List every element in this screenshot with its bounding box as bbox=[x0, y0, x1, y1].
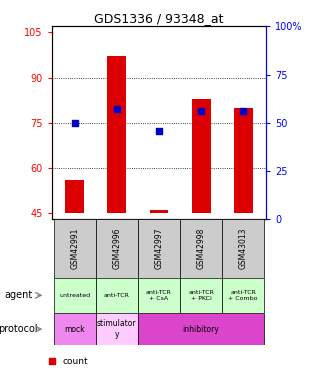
Text: stimulator
y: stimulator y bbox=[97, 320, 137, 339]
Bar bbox=[138, 278, 180, 313]
Bar bbox=[54, 219, 96, 278]
Bar bbox=[96, 313, 138, 345]
Bar bbox=[234, 108, 253, 213]
Point bbox=[72, 120, 78, 126]
Point bbox=[157, 128, 162, 134]
Text: mock: mock bbox=[65, 324, 85, 334]
Text: inhibitory: inhibitory bbox=[183, 324, 219, 334]
Bar bbox=[138, 219, 180, 278]
Text: anti-TCR: anti-TCR bbox=[104, 293, 130, 298]
Bar bbox=[54, 313, 96, 345]
Text: GSM42991: GSM42991 bbox=[70, 228, 79, 269]
Point bbox=[114, 106, 120, 112]
Bar bbox=[96, 219, 138, 278]
Bar bbox=[108, 56, 126, 213]
Bar bbox=[180, 278, 222, 313]
Bar bbox=[192, 99, 210, 213]
Point bbox=[49, 358, 54, 364]
Bar bbox=[54, 278, 96, 313]
Text: GSM42996: GSM42996 bbox=[113, 228, 122, 269]
Text: anti-TCR
+ CsA: anti-TCR + CsA bbox=[146, 290, 172, 301]
Point bbox=[240, 108, 246, 114]
Text: anti-TCR
+ PKCi: anti-TCR + PKCi bbox=[188, 290, 214, 301]
Text: untreated: untreated bbox=[59, 293, 90, 298]
Text: anti-TCR
+ Combo: anti-TCR + Combo bbox=[228, 290, 258, 301]
Bar bbox=[138, 313, 264, 345]
Text: GSM42997: GSM42997 bbox=[155, 228, 164, 269]
Title: GDS1336 / 93348_at: GDS1336 / 93348_at bbox=[94, 12, 224, 25]
Bar bbox=[150, 210, 168, 213]
Text: agent: agent bbox=[4, 290, 32, 300]
Bar bbox=[222, 278, 264, 313]
Text: protocol: protocol bbox=[0, 324, 38, 334]
Bar bbox=[65, 180, 84, 213]
Text: GSM43013: GSM43013 bbox=[239, 228, 248, 269]
Bar bbox=[96, 278, 138, 313]
Bar bbox=[180, 219, 222, 278]
Bar bbox=[222, 219, 264, 278]
Text: GSM42998: GSM42998 bbox=[196, 228, 205, 269]
Text: count: count bbox=[63, 357, 89, 366]
Point bbox=[198, 108, 204, 114]
